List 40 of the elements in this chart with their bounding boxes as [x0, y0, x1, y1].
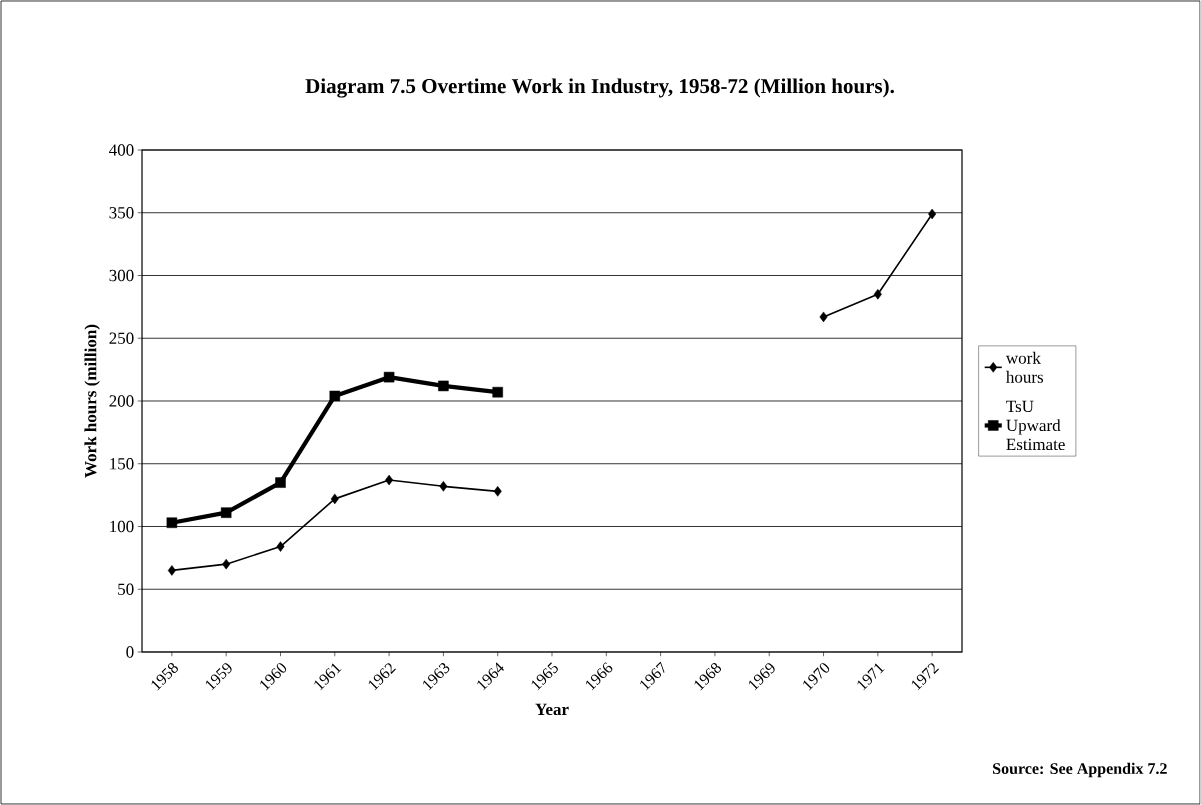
point: [222, 558, 231, 570]
y-tick-label: 250: [109, 332, 134, 344]
y-tick-label: 0: [126, 646, 134, 658]
x-tick-label: 1969: [748, 663, 775, 691]
x-tick-label: 1962: [368, 663, 396, 691]
point: [928, 208, 937, 220]
point: [275, 477, 286, 488]
chart-title: Diagram 7.5 Overtime Work in Industry, 1958-72 (Million hours).: [305, 78, 894, 98]
point: [329, 390, 341, 402]
y-tick-label: 150: [110, 458, 134, 470]
point: [819, 311, 828, 323]
point: [383, 371, 395, 383]
point: [493, 486, 502, 497]
x-axis-title: Year: [535, 703, 569, 716]
point: [167, 565, 176, 576]
x-tick-label: 1971: [857, 663, 885, 691]
x-tick-label: 1959: [205, 663, 232, 691]
legend-label: work hours: [1005, 351, 1044, 383]
y-tick-label: 200: [109, 395, 134, 407]
y-tick-label: 50: [118, 583, 134, 595]
point: [330, 493, 339, 505]
point: [873, 289, 882, 300]
point: [166, 517, 178, 528]
x-tick-label: 1968: [694, 662, 721, 691]
y-tick-label: 400: [109, 144, 134, 156]
y-axis-title: Work hours (million): [84, 324, 100, 478]
y-tick-label: 100: [110, 520, 134, 533]
source-note: Source: See Appendix 7.2: [993, 762, 1167, 778]
point: [492, 386, 503, 398]
x-tick-label: 1963: [423, 663, 450, 691]
point: [276, 541, 285, 552]
point: [385, 474, 394, 486]
legend-label: TsU Upward Estimate: [1006, 400, 1065, 451]
y-tick-label: 350: [109, 207, 134, 219]
x-tick-label: 1972: [911, 663, 940, 691]
point: [220, 507, 232, 518]
point: [439, 481, 448, 492]
x-tick-label: 1961: [314, 663, 342, 691]
point: [438, 380, 449, 392]
y-tick-label: 300: [109, 269, 134, 282]
